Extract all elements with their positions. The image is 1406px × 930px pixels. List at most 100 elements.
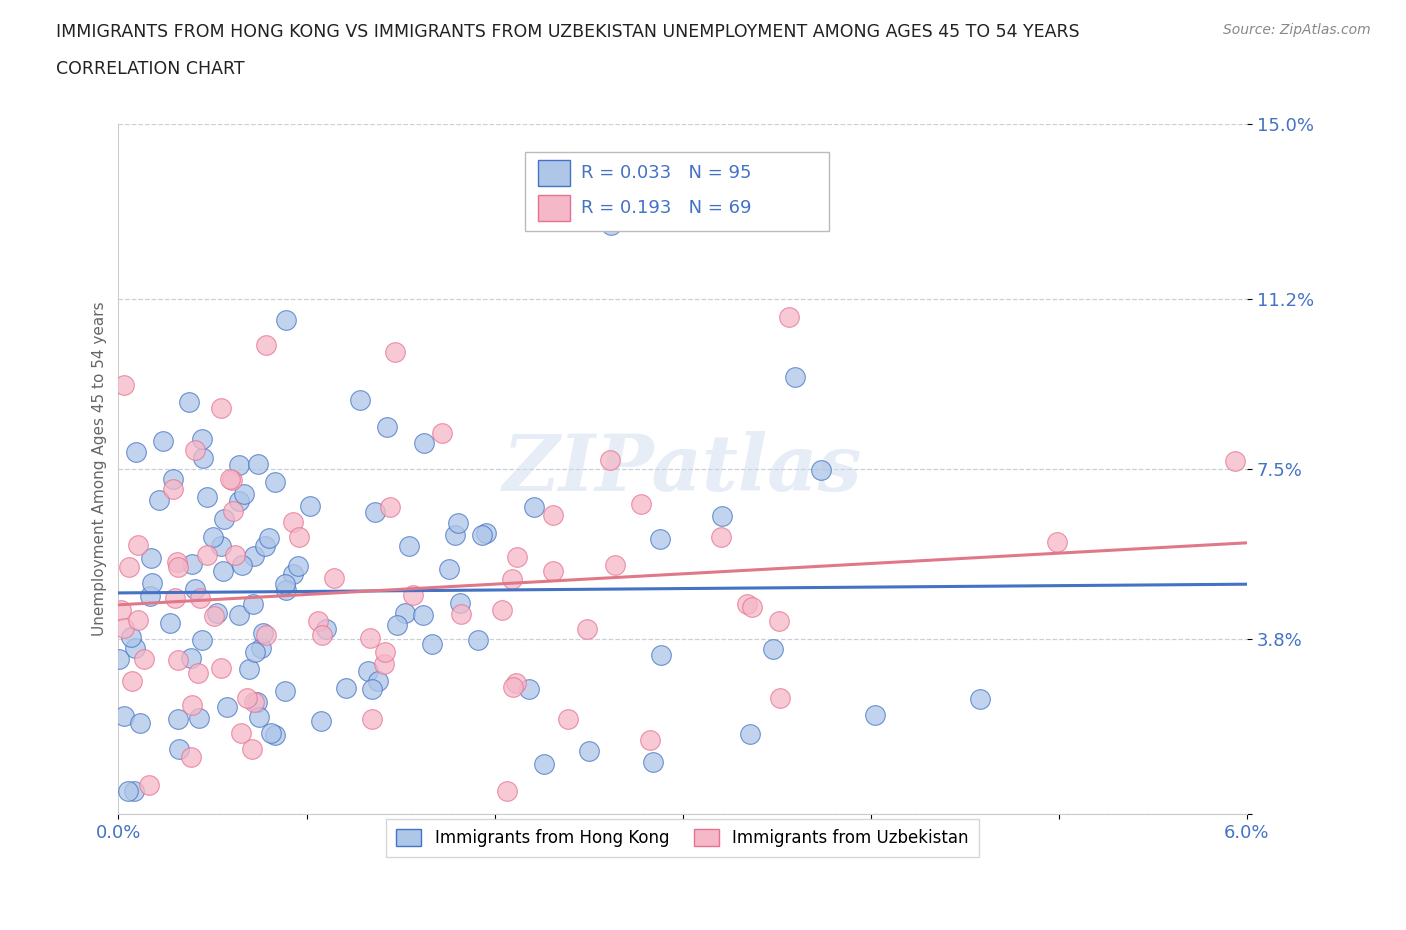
Point: [167, 652, 190, 667]
Point: [212, 512, 235, 526]
Point: [432, 426, 454, 441]
Point: [315, 621, 337, 636]
Point: [274, 583, 297, 598]
Point: [475, 526, 498, 541]
Point: [738, 726, 761, 741]
Point: [240, 742, 263, 757]
Point: [180, 698, 202, 712]
Point: [762, 642, 785, 657]
Point: [398, 538, 420, 553]
Point: [471, 527, 494, 542]
Point: [437, 562, 460, 577]
Point: [222, 503, 245, 518]
Point: [122, 783, 145, 798]
Point: [735, 597, 758, 612]
Point: [264, 474, 287, 489]
Point: [127, 612, 149, 627]
Point: [364, 505, 387, 520]
Point: [650, 648, 672, 663]
Point: [127, 538, 149, 552]
Point: [177, 394, 200, 409]
Point: [205, 606, 228, 621]
Point: [243, 549, 266, 564]
Point: [413, 435, 436, 450]
Point: [141, 576, 163, 591]
Point: [768, 613, 790, 628]
Point: [384, 344, 406, 359]
Point: [139, 551, 162, 565]
Point: [221, 472, 243, 487]
Point: [599, 452, 621, 467]
Point: [254, 338, 277, 352]
Point: [188, 711, 211, 725]
Text: IMMIGRANTS FROM HONG KONG VS IMMIGRANTS FROM UZBEKISTAN UNEMPLOYMENT AMONG AGES : IMMIGRANTS FROM HONG KONG VS IMMIGRANTS …: [56, 23, 1080, 41]
Text: Source: ZipAtlas.com: Source: ZipAtlas.com: [1223, 23, 1371, 37]
Point: [121, 674, 143, 689]
Point: [187, 666, 209, 681]
Point: [523, 499, 546, 514]
Point: [139, 589, 162, 604]
Point: [502, 679, 524, 694]
Point: [224, 548, 246, 563]
Point: [138, 778, 160, 793]
Point: [215, 699, 238, 714]
Point: [152, 434, 174, 449]
Point: [191, 632, 214, 647]
Text: R = 0.193   N = 69: R = 0.193 N = 69: [581, 199, 752, 217]
Point: [246, 695, 269, 710]
Point: [288, 530, 311, 545]
Point: [211, 564, 233, 578]
Point: [162, 482, 184, 497]
Point: [253, 538, 276, 553]
Point: [228, 607, 250, 622]
Point: [195, 489, 218, 504]
Point: [281, 514, 304, 529]
Point: [129, 716, 152, 731]
Point: [543, 564, 565, 578]
Point: [281, 566, 304, 581]
Point: [180, 750, 202, 764]
Point: [274, 684, 297, 698]
Point: [254, 628, 277, 643]
Point: [202, 608, 225, 623]
Point: [209, 660, 232, 675]
Point: [252, 625, 274, 640]
Point: [249, 641, 271, 656]
Point: [863, 707, 886, 722]
Point: [167, 560, 190, 575]
Point: [387, 618, 409, 632]
Bar: [538, 160, 569, 186]
FancyBboxPatch shape: [524, 152, 830, 232]
Point: [117, 783, 139, 798]
Point: [299, 498, 322, 513]
Point: [778, 310, 800, 325]
Point: [163, 591, 186, 605]
Point: [501, 572, 523, 587]
Point: [112, 620, 135, 635]
Point: [218, 472, 240, 486]
Point: [495, 783, 517, 798]
Point: [449, 595, 471, 610]
Point: [309, 713, 332, 728]
Point: [600, 218, 623, 232]
Point: [263, 727, 285, 742]
Point: [180, 650, 202, 665]
Point: [112, 709, 135, 724]
Point: [112, 378, 135, 392]
Point: [190, 591, 212, 605]
Point: [202, 530, 225, 545]
Point: [232, 487, 254, 502]
Point: [148, 493, 170, 508]
Point: [238, 662, 260, 677]
Point: [228, 494, 250, 509]
Point: [287, 559, 309, 574]
Point: [769, 691, 792, 706]
Point: [246, 457, 269, 472]
Point: [357, 664, 380, 679]
Point: [810, 462, 832, 477]
Point: [969, 692, 991, 707]
Point: [195, 548, 218, 563]
Point: [1223, 454, 1246, 469]
Point: [420, 636, 443, 651]
Point: [394, 606, 416, 621]
